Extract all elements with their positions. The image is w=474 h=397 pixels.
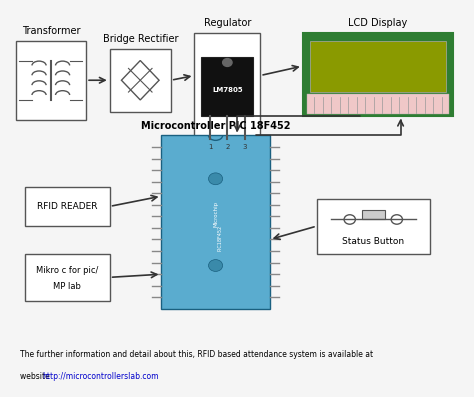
FancyBboxPatch shape bbox=[310, 41, 446, 92]
Text: MP lab: MP lab bbox=[54, 281, 81, 291]
Circle shape bbox=[209, 260, 223, 272]
Text: Microchip: Microchip bbox=[213, 201, 218, 227]
Text: LCD Display: LCD Display bbox=[348, 18, 408, 28]
Text: 3: 3 bbox=[242, 144, 247, 150]
Text: The further information and detail about this, RFID based attendance system is a: The further information and detail about… bbox=[20, 350, 374, 359]
Circle shape bbox=[223, 58, 232, 66]
Text: RFID READER: RFID READER bbox=[37, 202, 98, 211]
FancyBboxPatch shape bbox=[109, 49, 171, 112]
FancyBboxPatch shape bbox=[307, 94, 448, 114]
Text: website: website bbox=[20, 372, 52, 381]
FancyBboxPatch shape bbox=[362, 210, 385, 220]
FancyBboxPatch shape bbox=[194, 33, 260, 139]
Text: http://microcontrollerslab.com: http://microcontrollerslab.com bbox=[42, 372, 159, 381]
Circle shape bbox=[209, 173, 223, 185]
FancyBboxPatch shape bbox=[16, 41, 86, 119]
FancyBboxPatch shape bbox=[317, 198, 430, 254]
Text: Mikro c for pic/: Mikro c for pic/ bbox=[36, 266, 99, 275]
Text: Regulator: Regulator bbox=[204, 18, 251, 28]
Text: Status Button: Status Button bbox=[342, 237, 404, 246]
FancyBboxPatch shape bbox=[162, 135, 270, 309]
Text: Transformer: Transformer bbox=[22, 26, 80, 36]
FancyBboxPatch shape bbox=[201, 57, 253, 116]
FancyBboxPatch shape bbox=[25, 254, 109, 301]
Text: 1: 1 bbox=[208, 144, 212, 150]
Text: Bridge Rectifier: Bridge Rectifier bbox=[102, 34, 178, 44]
Circle shape bbox=[391, 215, 402, 224]
FancyBboxPatch shape bbox=[303, 33, 453, 116]
Circle shape bbox=[344, 215, 356, 224]
Text: 2: 2 bbox=[225, 144, 229, 150]
Text: PIC18F452: PIC18F452 bbox=[218, 225, 223, 251]
FancyBboxPatch shape bbox=[25, 187, 109, 226]
Text: Microcontroller PIC 18F452: Microcontroller PIC 18F452 bbox=[141, 121, 291, 131]
Text: LM7805: LM7805 bbox=[212, 87, 243, 93]
